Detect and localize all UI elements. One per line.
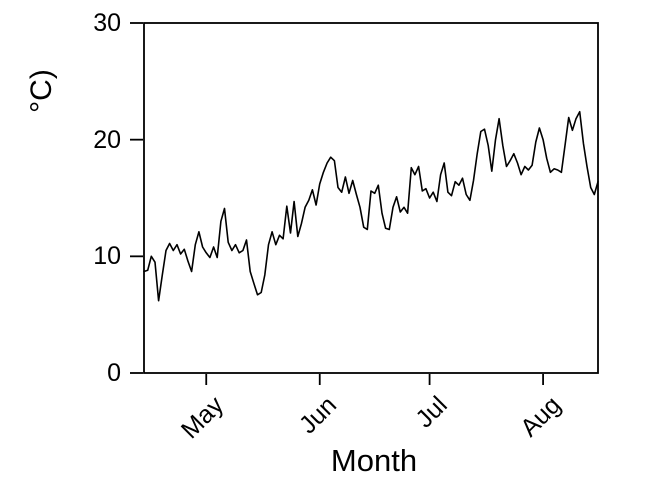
y-tick-label-30: 30	[93, 9, 121, 37]
x-axis-title: Month	[330, 443, 418, 478]
y-tick-label-0: 0	[107, 359, 121, 387]
y-axis-title: °C)	[25, 69, 58, 113]
y-tick-label-20: 20	[93, 125, 121, 154]
plot-box	[143, 22, 599, 374]
y-tick-label-10: 10	[93, 242, 121, 271]
temperature-series-line	[143, 110, 599, 302]
